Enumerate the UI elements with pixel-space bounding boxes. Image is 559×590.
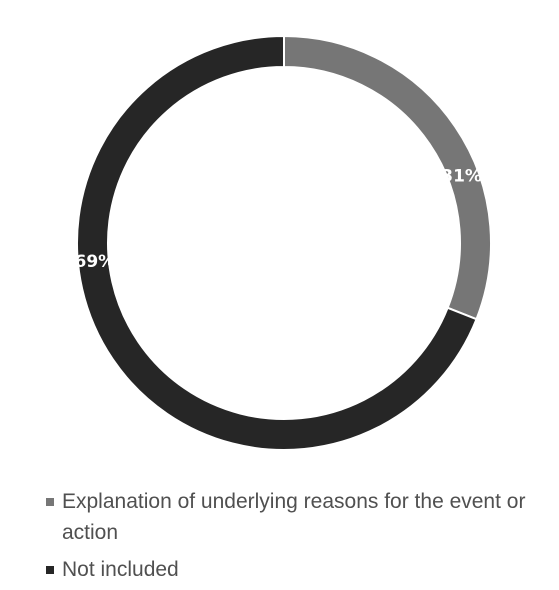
donut-chart: 31% 69%: [74, 34, 492, 451]
legend-item-not-included: Not included: [46, 554, 546, 585]
legend: Explanation of underlying reasons for th…: [46, 486, 546, 585]
slice-not-included: [76, 34, 478, 451]
data-label-explanation: 31%: [441, 167, 482, 187]
legend-swatch-explanation: [46, 498, 54, 506]
legend-label-explanation: Explanation of underlying reasons for th…: [62, 490, 526, 544]
chart-container: 31% 69% Explanation of underlying reasons…: [22, 16, 542, 581]
legend-swatch-not-included: [46, 566, 54, 574]
data-label-not-included: 69%: [74, 252, 115, 272]
legend-label-not-included: Not included: [62, 558, 179, 581]
legend-item-explanation: Explanation of underlying reasons for th…: [46, 486, 546, 548]
